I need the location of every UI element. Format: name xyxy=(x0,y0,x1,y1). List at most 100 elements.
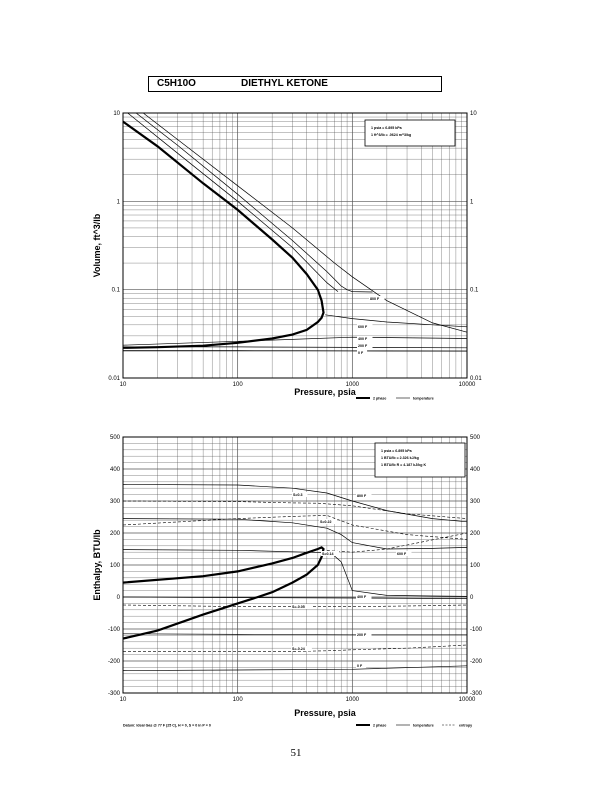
legend-temperature-label: temperature xyxy=(413,397,434,401)
legend-2phase-label: 2 phase xyxy=(373,397,386,401)
y-tick-label-left: 200 xyxy=(110,531,121,537)
y-tick-label-left: 100 xyxy=(110,563,121,569)
y-tick-label-right: 0.01 xyxy=(470,376,482,382)
y-tick-label-right: -200 xyxy=(470,659,483,665)
curve-label-bg xyxy=(321,551,340,556)
curve-label: S=0.14 xyxy=(322,552,334,556)
y-tick-label-left: 400 xyxy=(110,467,121,473)
x-tick-label: 10 xyxy=(120,382,127,388)
x-tick-label: 10000 xyxy=(459,697,476,703)
series-1-line xyxy=(142,112,468,333)
curve-label: 800 F xyxy=(370,297,380,301)
y-tick-label-right: 0.1 xyxy=(470,288,479,294)
y-tick-label-left: -300 xyxy=(108,691,121,697)
compound-name: DIETHYL KETONE xyxy=(241,78,328,89)
y-tick-label-left: 0.01 xyxy=(108,376,120,382)
page-number: 51 xyxy=(290,747,302,759)
curve-label-bg xyxy=(356,594,372,599)
series-5-line xyxy=(122,633,467,636)
curve-label-bg xyxy=(357,343,373,348)
series-4-line xyxy=(325,314,468,328)
series-2-line xyxy=(135,112,373,293)
series-1-line xyxy=(122,484,468,523)
x-tick-label: 100 xyxy=(233,382,244,388)
y-tick-label-right: 10 xyxy=(470,111,477,117)
series-0-line xyxy=(122,546,325,640)
curve-label-bg xyxy=(357,336,373,341)
series-3-line xyxy=(127,112,339,292)
y-tick-label-left: 300 xyxy=(110,499,121,505)
series-4-line xyxy=(122,596,468,599)
y-tick-label-right: 300 xyxy=(470,499,481,505)
y-tick-label-left: 0.1 xyxy=(112,288,121,294)
curve-label: S=0.3 xyxy=(293,493,303,497)
info-box-line: 1 psia = 6.895 kPa xyxy=(371,126,403,130)
y-tick-label-left: -200 xyxy=(108,659,121,665)
chart-2: 10 100 1000 10000-300 -300-200 -200-100 -1000 0… xyxy=(92,435,483,728)
info-box-line: 1 ft^3/lb = .0624 m^3/kg xyxy=(371,133,411,137)
series-7-line xyxy=(122,500,468,519)
series-8-line xyxy=(122,515,468,540)
x-tick-label: 10000 xyxy=(459,382,476,388)
title-box: C5H10O DIETHYL KETONE xyxy=(148,76,442,92)
curve-label: 0 F xyxy=(358,351,364,355)
legend-2phase-label: 2 phase xyxy=(373,724,386,728)
legend-entropy-label: entropy xyxy=(459,724,472,728)
info-box-line: 1 BTU/lb R = 4.187 kJ/kg K xyxy=(381,463,426,467)
y-tick-label-right: 0 xyxy=(470,595,474,601)
curve-label-bg xyxy=(356,663,367,668)
series-5-line xyxy=(122,336,468,346)
x-tick-label: 1000 xyxy=(346,697,360,703)
x-tick-label: 10 xyxy=(120,697,127,703)
series-0-line xyxy=(122,120,325,349)
curve-label: 0 F xyxy=(357,664,363,668)
curve-label: 600 F xyxy=(397,552,407,556)
y-tick-label-left: 1 xyxy=(117,199,121,205)
curve-label: 400 F xyxy=(358,337,368,341)
curve-label: 200 F xyxy=(357,633,367,637)
y-tick-label-right: 100 xyxy=(470,563,481,569)
curve-label-bg xyxy=(292,492,308,497)
chart-1-frame xyxy=(122,112,468,379)
curve-label-bg xyxy=(357,324,373,329)
curve-label: 600 F xyxy=(358,325,368,329)
curve-label-bg xyxy=(396,551,412,556)
series-6-line xyxy=(122,665,468,671)
x-tick-label: 1000 xyxy=(346,382,360,388)
curve-label-bg xyxy=(356,493,372,498)
chart-2-frame xyxy=(122,436,468,694)
x-axis-label: Pressure, psia xyxy=(294,387,357,397)
y-tick-label-left: 10 xyxy=(113,111,120,117)
curve-label: S=-0.24 xyxy=(292,647,305,651)
curve-label: S=-0.05 xyxy=(292,605,305,609)
y-tick-label-right: 1 xyxy=(470,199,474,205)
y-tick-label-right: 500 xyxy=(470,435,481,441)
x-axis-label: Pressure, psia xyxy=(294,708,357,718)
curve-label-bg xyxy=(357,350,368,355)
y-tick-label-left: 0 xyxy=(117,595,121,601)
curve-label-bg xyxy=(319,519,338,524)
chart-1-info-box xyxy=(364,119,456,147)
curve-label-bg xyxy=(356,632,372,637)
info-box-line: 1 BTU/lb = 2.326 kJ/kg xyxy=(381,456,419,460)
chart-2-info-box xyxy=(374,442,466,478)
curve-label: 200 F xyxy=(358,344,368,348)
series-3-line xyxy=(122,549,468,597)
y-tick-label-right: 400 xyxy=(470,467,481,473)
curve-label: 400 F xyxy=(357,595,367,599)
series-7-line xyxy=(123,350,468,352)
y-axis-label: Volume, ft^3/lb xyxy=(92,213,102,277)
series-2-line xyxy=(122,518,468,550)
y-axis-label: Enthalpy, BTU/lb xyxy=(92,529,102,601)
y-tick-label-left: 500 xyxy=(110,435,121,441)
y-tick-label-left: -100 xyxy=(108,627,121,633)
curve-label: 800 F xyxy=(357,494,367,498)
curve-label-bg xyxy=(291,604,312,609)
curve-label: S=0.22 xyxy=(320,520,332,524)
curve-label-bg xyxy=(291,646,312,651)
legend-temperature-label: temperature xyxy=(413,724,434,728)
curve-label-bg xyxy=(369,296,385,301)
datum-note: Datum: Ideal Gas @ 77 F (25 C), H = 0, S… xyxy=(123,724,211,728)
